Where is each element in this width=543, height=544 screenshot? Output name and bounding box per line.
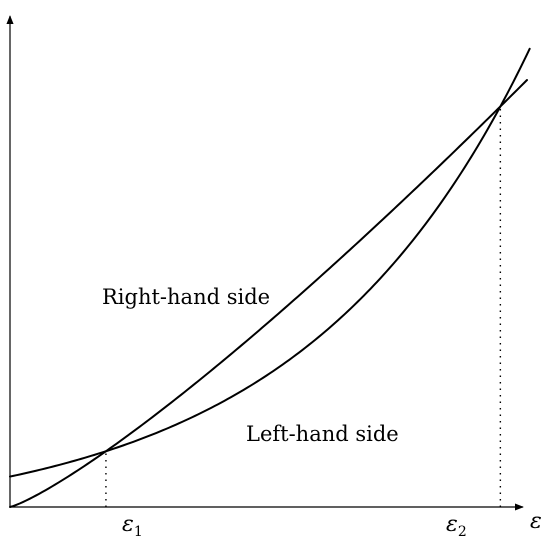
epsilon-1-tick-label: ε1: [122, 512, 143, 540]
left-hand-side-label: Left-hand side: [246, 422, 399, 446]
left-hand-side-curve: [9, 47, 531, 478]
right-hand-side-curve: [9, 79, 529, 508]
right-hand-side-label: Right-hand side: [102, 285, 270, 309]
epsilon-2-tick-label: ε2: [446, 512, 467, 540]
x-axis-label: ε: [530, 509, 542, 534]
